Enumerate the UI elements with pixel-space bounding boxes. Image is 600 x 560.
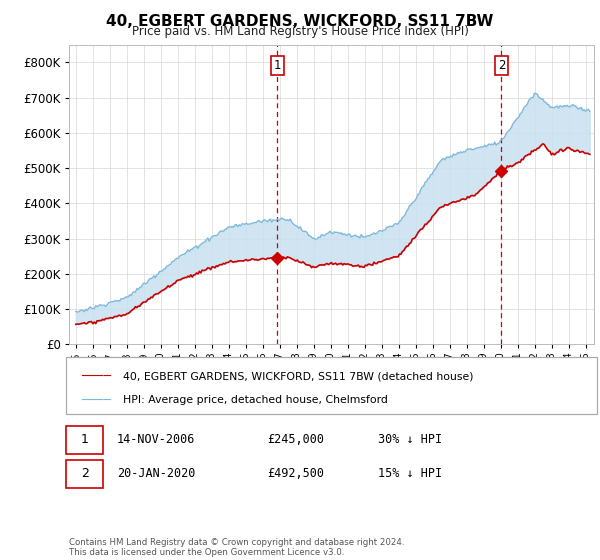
Text: 2: 2 bbox=[497, 59, 505, 72]
Text: 20-JAN-2020: 20-JAN-2020 bbox=[117, 466, 196, 480]
Text: 2: 2 bbox=[80, 466, 89, 480]
Text: 30% ↓ HPI: 30% ↓ HPI bbox=[378, 433, 442, 446]
Text: HPI: Average price, detached house, Chelmsford: HPI: Average price, detached house, Chel… bbox=[123, 395, 388, 405]
Text: £492,500: £492,500 bbox=[267, 466, 324, 480]
Text: 14-NOV-2006: 14-NOV-2006 bbox=[117, 433, 196, 446]
Text: 1: 1 bbox=[80, 433, 89, 446]
Text: 40, EGBERT GARDENS, WICKFORD, SS11 7BW: 40, EGBERT GARDENS, WICKFORD, SS11 7BW bbox=[106, 14, 494, 29]
Text: ────: ──── bbox=[81, 370, 111, 382]
Text: 40, EGBERT GARDENS, WICKFORD, SS11 7BW (detached house): 40, EGBERT GARDENS, WICKFORD, SS11 7BW (… bbox=[123, 371, 473, 381]
Text: 15% ↓ HPI: 15% ↓ HPI bbox=[378, 466, 442, 480]
Text: Contains HM Land Registry data © Crown copyright and database right 2024.
This d: Contains HM Land Registry data © Crown c… bbox=[69, 538, 404, 557]
Text: 1: 1 bbox=[274, 59, 281, 72]
Text: Price paid vs. HM Land Registry's House Price Index (HPI): Price paid vs. HM Land Registry's House … bbox=[131, 25, 469, 38]
Text: £245,000: £245,000 bbox=[267, 433, 324, 446]
Text: ────: ──── bbox=[81, 394, 111, 407]
